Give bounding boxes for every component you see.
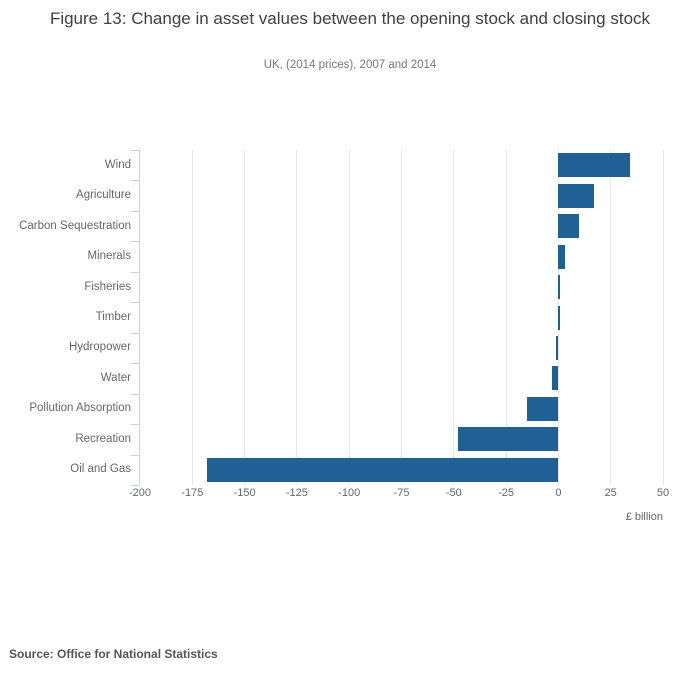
gridline bbox=[505, 150, 507, 485]
x-tick-label: 0 bbox=[555, 487, 562, 499]
y-axis-tick bbox=[131, 485, 139, 486]
bar-wind[interactable] bbox=[558, 153, 630, 178]
gridline bbox=[191, 150, 193, 485]
y-axis-tick bbox=[131, 332, 139, 334]
x-axis-unit-label: £ billion bbox=[625, 511, 663, 523]
bar-minerals[interactable] bbox=[558, 244, 565, 269]
bar-carbon-sequestration[interactable] bbox=[558, 214, 580, 239]
x-tick-label: -25 bbox=[498, 487, 515, 499]
bar-oil-and-gas[interactable] bbox=[206, 457, 559, 482]
y-axis-tick bbox=[131, 424, 139, 426]
y-axis-tick bbox=[131, 454, 139, 456]
y-axis-tick bbox=[131, 393, 139, 395]
category-label: Timber bbox=[95, 311, 131, 323]
x-tick-label: -150 bbox=[233, 487, 256, 499]
category-label: Agriculture bbox=[76, 189, 131, 202]
x-tick-label: 25 bbox=[604, 487, 617, 499]
category-label: Pollution Absorption bbox=[29, 402, 131, 415]
y-axis-tick bbox=[131, 363, 139, 365]
y-axis-tick bbox=[131, 210, 139, 212]
category-label: Wind bbox=[104, 158, 131, 171]
gridline bbox=[610, 150, 612, 485]
x-tick-label: -100 bbox=[338, 487, 361, 499]
y-axis-line bbox=[139, 150, 140, 485]
category-label: Minerals bbox=[87, 250, 131, 263]
x-tick-label: -125 bbox=[285, 487, 308, 499]
y-axis-tick bbox=[131, 180, 139, 182]
bar-pollution-absorption[interactable] bbox=[527, 396, 559, 421]
x-tick-label: -200 bbox=[128, 487, 152, 499]
gridline bbox=[453, 150, 455, 485]
x-tick-label: 50 bbox=[656, 487, 670, 499]
category-label: Oil and Gas bbox=[70, 463, 131, 476]
x-tick-label: -50 bbox=[445, 487, 462, 499]
gridline bbox=[401, 150, 402, 485]
category-label: Water bbox=[100, 371, 131, 384]
category-label: Fisheries bbox=[84, 280, 131, 293]
chart-subtitle: UK, (2014 prices), 2007 and 2014 bbox=[263, 59, 437, 71]
gridline bbox=[296, 150, 298, 485]
category-label: Hydropower bbox=[69, 341, 131, 354]
y-axis-tick bbox=[131, 302, 139, 304]
gridline bbox=[662, 150, 664, 485]
bar-timber[interactable] bbox=[558, 305, 561, 330]
x-tick-label: -75 bbox=[393, 487, 410, 499]
y-axis-tick bbox=[131, 241, 139, 243]
bar-agriculture[interactable] bbox=[558, 183, 594, 208]
gridline bbox=[244, 150, 246, 485]
bar-water[interactable] bbox=[552, 366, 559, 391]
y-axis-tick bbox=[131, 150, 139, 151]
category-label: Recreation bbox=[75, 432, 131, 445]
source-note: Source: Office for National Statistics bbox=[9, 647, 218, 661]
gridline bbox=[348, 150, 350, 485]
bar-fisheries[interactable] bbox=[558, 275, 561, 300]
bar-hydropower[interactable] bbox=[556, 335, 559, 360]
category-label: Carbon Sequestration bbox=[19, 219, 131, 232]
bar-recreation[interactable] bbox=[457, 427, 559, 452]
y-axis-tick bbox=[131, 271, 139, 273]
chart-title: Figure 13: Change in asset values betwee… bbox=[49, 9, 651, 28]
x-tick-label: -175 bbox=[181, 487, 204, 499]
